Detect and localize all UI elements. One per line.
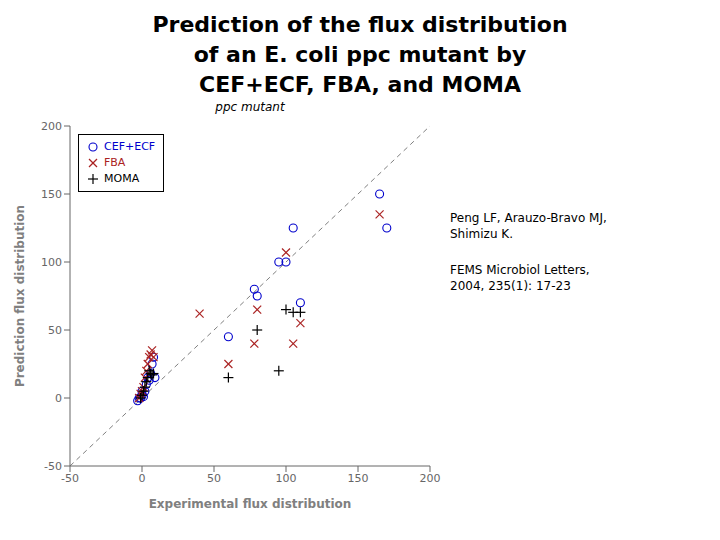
html-text:Prediction of the flux distrib: Prediction of the flux distribution [152, 12, 568, 37]
svg-text:200: 200 [41, 120, 62, 133]
svg-text:0: 0 [55, 392, 62, 405]
html-text:FEMS Microbiol Letters, 2004,: FEMS Microbiol Letters, 2004, 235(1): 17… [450, 263, 590, 293]
svg-text:0: 0 [139, 472, 146, 485]
svg-text:100: 100 [276, 472, 297, 485]
html-text:of an E. coli ppc mutant by: of an E. coli ppc mutant by [193, 42, 527, 67]
svg-text:50: 50 [207, 472, 221, 485]
svg-text:-50: -50 [44, 460, 62, 473]
html-text:CEF+ECF: CEF+ECF [104, 140, 156, 153]
html-text:ppc mutant: ppc mutant [215, 100, 285, 114]
svg-text:100: 100 [41, 256, 62, 269]
svg-text:50: 50 [48, 324, 62, 337]
html-text:CEF+ECF, FBA, and MOMA: CEF+ECF, FBA, and MOMA [199, 72, 521, 97]
svg-text:200: 200 [420, 472, 441, 485]
svg-text:150: 150 [41, 188, 62, 201]
svg-text:150: 150 [348, 472, 369, 485]
html-text:FBA: FBA [104, 156, 126, 169]
svg-text:-50: -50 [61, 472, 79, 485]
html-text:Peng LF, Arauzo-Bravo MJ, Shim: Peng LF, Arauzo-Bravo MJ, Shimizu K. [450, 211, 607, 241]
svg-text:Experimental flux distribution: Experimental flux distribution [149, 497, 352, 511]
html-text:MOMA: MOMA [104, 172, 140, 185]
svg-text:Prediction flux distribution: Prediction flux distribution [13, 205, 27, 387]
